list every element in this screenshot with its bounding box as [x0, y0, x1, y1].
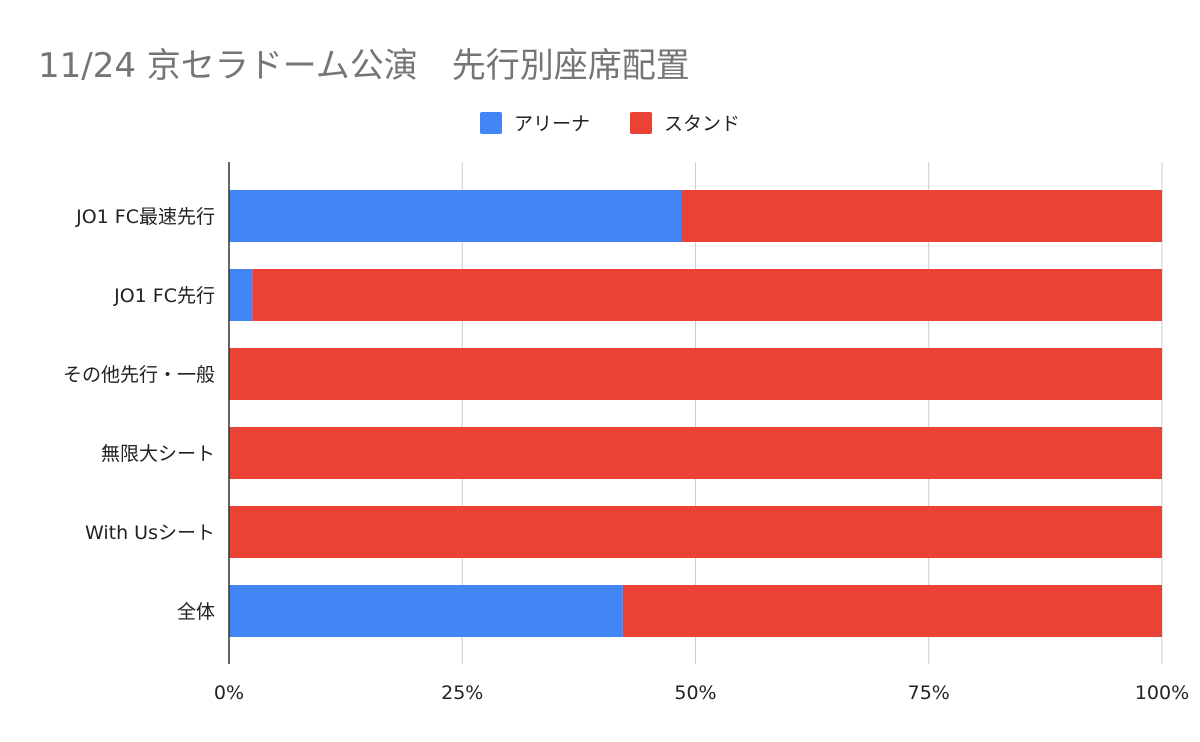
bar-arena — [229, 585, 623, 637]
bar-stand — [622, 585, 1162, 637]
x-tick-label: 50% — [674, 682, 716, 704]
bar-stand — [252, 269, 1162, 321]
y-category-label: JO1 FC先行 — [113, 285, 215, 307]
x-tick-label: 75% — [908, 682, 950, 704]
chart-title: 11/24 京セラドーム公演 先行別座席配置 — [38, 46, 690, 86]
axes: 0% 25% 50% 75% 100% JO1 FC最速先行 JO1 FC先行その他先行・一… — [63, 162, 1189, 704]
bar-arena — [229, 190, 682, 242]
x-tick-label: 25% — [441, 682, 483, 704]
bar-stand — [229, 506, 1162, 558]
x-tick-label: 100% — [1135, 682, 1189, 704]
legend: アリーナ スタンド — [480, 112, 740, 135]
bar-stand — [681, 190, 1162, 242]
gridlines — [461, 162, 1163, 664]
x-tick-label: 0% — [214, 682, 244, 704]
y-category-label: With Usシート — [85, 522, 215, 544]
y-category-label: 無限大シート — [101, 443, 215, 465]
bars — [229, 190, 1162, 637]
y-category-label: JO1 FC最速先行 — [75, 206, 215, 228]
legend-label: スタンド — [664, 113, 740, 135]
y-category-label: その他先行・一般 — [63, 364, 215, 386]
bar-stand — [229, 348, 1162, 400]
legend-label: アリーナ — [514, 113, 590, 135]
y-category-label: 全体 — [177, 601, 215, 623]
bar-arena — [229, 269, 253, 321]
bar-stand — [229, 427, 1162, 479]
legend-swatch — [480, 112, 502, 134]
legend-swatch — [630, 112, 652, 134]
